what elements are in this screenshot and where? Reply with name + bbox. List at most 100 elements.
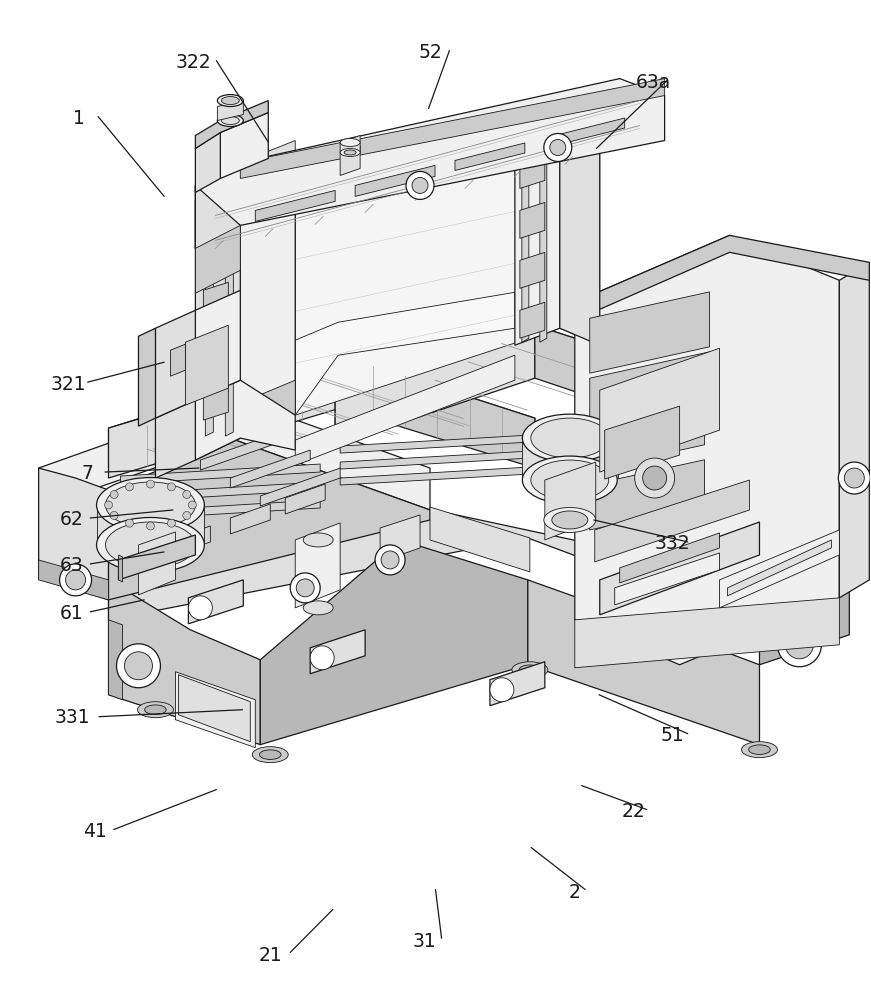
Text: 51: 51	[660, 726, 684, 745]
Ellipse shape	[218, 95, 243, 107]
Circle shape	[412, 177, 428, 193]
Polygon shape	[355, 165, 435, 196]
Polygon shape	[120, 464, 321, 484]
Ellipse shape	[97, 478, 205, 532]
Polygon shape	[590, 352, 710, 428]
Polygon shape	[522, 438, 618, 480]
Polygon shape	[240, 155, 295, 438]
Polygon shape	[590, 405, 705, 470]
Polygon shape	[727, 540, 831, 596]
Circle shape	[59, 564, 91, 596]
Ellipse shape	[530, 460, 609, 500]
Circle shape	[290, 573, 321, 603]
Polygon shape	[590, 292, 710, 373]
Ellipse shape	[523, 414, 618, 462]
Polygon shape	[230, 450, 310, 488]
Circle shape	[105, 501, 112, 509]
Circle shape	[635, 458, 675, 498]
Circle shape	[183, 491, 191, 499]
Circle shape	[188, 501, 196, 509]
Text: 31: 31	[412, 932, 436, 951]
Ellipse shape	[138, 702, 173, 718]
Polygon shape	[195, 380, 295, 460]
Polygon shape	[155, 310, 195, 418]
Polygon shape	[118, 555, 123, 582]
Ellipse shape	[105, 482, 195, 528]
Polygon shape	[455, 143, 525, 170]
Polygon shape	[590, 460, 705, 530]
Polygon shape	[520, 302, 545, 338]
Ellipse shape	[218, 115, 243, 127]
Polygon shape	[118, 535, 195, 580]
Polygon shape	[155, 400, 195, 478]
Polygon shape	[719, 530, 840, 608]
Polygon shape	[341, 467, 530, 485]
Text: 322: 322	[176, 53, 212, 72]
Polygon shape	[218, 101, 243, 121]
Circle shape	[844, 468, 864, 488]
Polygon shape	[520, 252, 545, 288]
Polygon shape	[109, 490, 760, 625]
Polygon shape	[109, 440, 430, 600]
Circle shape	[375, 545, 405, 575]
Polygon shape	[220, 113, 268, 178]
Polygon shape	[595, 480, 750, 562]
Text: 52: 52	[418, 43, 442, 62]
Ellipse shape	[253, 747, 288, 763]
Polygon shape	[38, 398, 430, 510]
Polygon shape	[195, 79, 665, 248]
Ellipse shape	[552, 511, 588, 529]
Circle shape	[839, 462, 870, 494]
Polygon shape	[535, 325, 719, 440]
Polygon shape	[195, 185, 240, 270]
Text: 63a: 63a	[635, 73, 671, 92]
Circle shape	[125, 483, 133, 491]
Polygon shape	[195, 101, 268, 148]
Ellipse shape	[523, 456, 618, 504]
Polygon shape	[341, 451, 530, 469]
Circle shape	[125, 519, 133, 527]
Polygon shape	[195, 140, 295, 200]
Polygon shape	[109, 580, 260, 745]
Circle shape	[490, 678, 514, 702]
Ellipse shape	[341, 148, 360, 156]
Circle shape	[183, 511, 191, 519]
Polygon shape	[171, 344, 186, 376]
Circle shape	[167, 519, 175, 527]
Circle shape	[125, 652, 152, 680]
Circle shape	[146, 480, 154, 488]
Polygon shape	[240, 380, 295, 438]
Circle shape	[643, 466, 666, 490]
Text: 332: 332	[654, 534, 690, 553]
Ellipse shape	[145, 705, 166, 715]
Polygon shape	[575, 235, 840, 665]
Text: 61: 61	[60, 604, 84, 623]
Circle shape	[778, 623, 821, 667]
Polygon shape	[522, 110, 529, 342]
Polygon shape	[195, 133, 220, 192]
Polygon shape	[109, 355, 535, 468]
Text: 2: 2	[569, 883, 581, 902]
Polygon shape	[295, 292, 515, 415]
Polygon shape	[341, 145, 360, 175]
Polygon shape	[575, 235, 869, 320]
Polygon shape	[260, 468, 341, 506]
Circle shape	[310, 646, 334, 670]
Polygon shape	[226, 196, 233, 436]
Ellipse shape	[341, 139, 360, 146]
Text: 1: 1	[73, 109, 84, 128]
Polygon shape	[109, 358, 341, 478]
Ellipse shape	[105, 522, 195, 568]
Polygon shape	[490, 662, 545, 706]
Polygon shape	[240, 79, 665, 178]
Ellipse shape	[519, 665, 541, 675]
Text: 21: 21	[259, 946, 282, 965]
Polygon shape	[206, 196, 213, 436]
Polygon shape	[120, 482, 321, 502]
Polygon shape	[203, 282, 228, 320]
Polygon shape	[760, 510, 849, 580]
Polygon shape	[120, 500, 321, 520]
Text: 63: 63	[60, 556, 84, 575]
Polygon shape	[203, 382, 228, 420]
Ellipse shape	[303, 601, 334, 615]
